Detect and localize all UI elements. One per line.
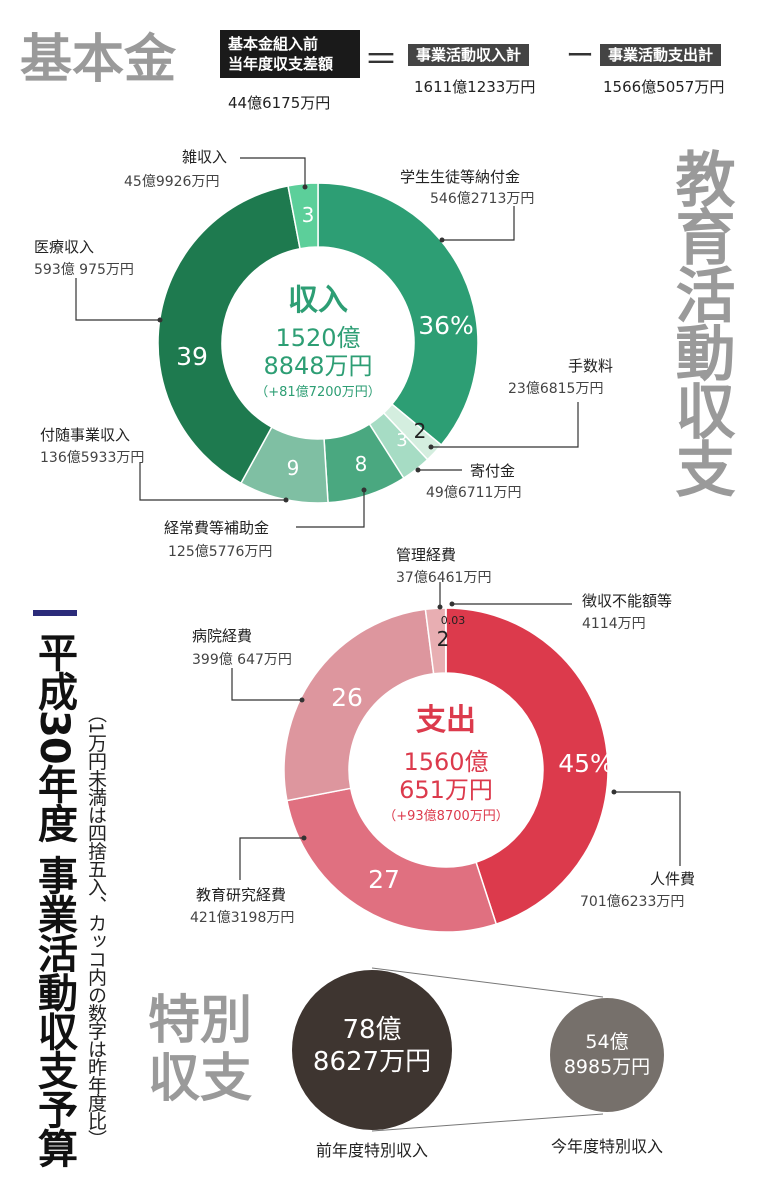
equals-sign: ＝ [364,40,398,80]
slice-byoin [283,608,435,802]
pct-jinken: 45% [558,749,614,778]
curr-special-v2: 8985万円 [564,1056,650,1078]
value-kifu: 49億6711万円 [426,485,521,501]
value-futai: 136億5933万円 [40,450,144,466]
special-chart: 78億 8627万円 54億 8985万円 前年度特別収入 今年度特別収入 [292,967,664,1160]
leader-jinken [614,791,681,866]
prev-special-v1: 78億 [342,1015,401,1045]
label-futai: 付随事業収入 [40,426,130,444]
balance-box-line1: 基本金組入前 [228,35,319,53]
value-tesu: 23億6815万円 [508,381,603,397]
balance-box: 基本金組入前 当年度収支差額 [220,30,360,78]
leader-futai [139,462,286,501]
pct-kanri: 2 [437,627,450,651]
prev-special-circle [292,970,452,1130]
income-center-v3: （+81億7200万円） [255,384,381,400]
expense-leader-dots [299,601,617,841]
value-kanri: 37億6461万円 [396,570,491,586]
value-keijo: 125億5776万円 [168,544,272,560]
expense-center-v3: （+93億8700万円） [383,808,509,824]
label-iryo: 医療収入 [34,238,94,256]
slice-jinken [445,607,609,925]
curr-special-circle [550,998,664,1112]
slice-zatsu [287,182,319,250]
tokubetsu-title: 特別収支 [148,992,268,1108]
pct-iryo: 39 [176,342,208,371]
value-iryo: 593億 975万円 [34,262,134,278]
minus-sign: ー [566,39,595,72]
income-center-v2: 8848万円 [263,352,372,380]
income-ring [157,182,479,504]
balance-box-line2: 当年度収支差額 [228,55,334,73]
pct-zatsu: 3 [302,203,315,227]
label-choshu: 徴収不能額等 [582,592,672,610]
leader-gakusei [442,206,515,241]
pct-choshu: 0.03 [441,614,466,627]
balance-value: 44億6175万円 [228,94,331,112]
expense-chart: 45% 27 26 2 0.03 支出 1560億 651万円 （+93億870… [190,546,695,933]
leader-iryo [75,278,160,321]
leader-byoin [231,668,302,701]
label-zatsu: 雑収入 [182,148,227,166]
slice-gakusei [317,182,479,447]
income-center-title: 収入 [288,283,348,318]
leader-zatsu [240,157,306,187]
value-zatsu: 45億9926万円 [124,174,219,190]
expense-leader-lines [231,582,681,880]
curr-special-v1: 54億 [585,1031,628,1053]
slice-kyoiku [286,787,498,933]
label-byoin: 病院経費 [192,627,252,645]
note-text: （1万円未満は四捨五入、カッコ内の数字は昨年度比） [85,704,107,1148]
income-total-value: 1611億1233万円 [414,78,536,96]
pct-byoin: 26 [331,683,363,712]
label-kifu: 寄付金 [470,462,515,480]
expense-ring [283,607,609,933]
pct-tesu: 2 [414,419,427,443]
income-total-label: 事業活動収入計 [408,44,530,66]
tokubetsu-text: 特別収支 [148,991,253,1109]
header-title: 基本金 [20,30,177,90]
prev-special-v2: 8627万円 [313,1047,431,1077]
expense-total-value: 1566億5057万円 [603,78,725,96]
expense-center-v1: 1560億 [403,748,488,776]
label-gakusei: 学生生徒等納付金 [400,168,520,186]
income-chart: 36% 39 3 9 8 3 2 収入 1520億 8848万円 （+81億72… [34,148,613,560]
value-choshu: 4114万円 [582,616,646,632]
main-title: 平成30年度 事業活動収支予算 [31,632,77,1167]
pct-kifu: 3 [396,430,407,451]
leader-keijo [296,490,365,528]
value-jinken: 701億6233万円 [580,894,684,910]
special-connector-lines [371,967,604,1132]
label-keijo: 経常費等補助金 [164,519,269,537]
leader-tesu [431,402,579,448]
leader-kyoiku [239,837,304,880]
expense-center-title: 支出 [416,703,476,738]
income-center-v1: 1520億 [275,324,360,352]
pct-futai: 9 [287,456,300,480]
expense-total-label: 事業活動支出計 [600,44,722,66]
pct-kyoiku: 27 [368,865,400,894]
value-byoin: 399億 647万円 [192,652,292,668]
title-accent-bar [33,610,77,616]
value-gakusei: 546億2713万円 [430,191,534,207]
income-leader-lines [75,157,579,528]
label-kanri: 管理経費 [396,546,456,564]
income-leader-dots [157,184,445,503]
value-kyoiku: 421億3198万円 [190,910,294,926]
prev-special-label: 前年度特別収入 [316,1141,428,1160]
label-tesu: 手数料 [568,357,613,375]
label-kyoiku: 教育研究経費 [196,886,286,904]
expense-center-v2: 651万円 [399,776,493,804]
curr-special-label: 今年度特別収入 [551,1137,663,1156]
label-jinken: 人件費 [650,870,695,888]
pct-keijo: 8 [355,452,368,476]
slice-iryo [157,184,301,485]
pct-gakusei: 36% [418,311,474,340]
kyoiku-katsudo-title: 教育活動収支 [665,148,735,496]
